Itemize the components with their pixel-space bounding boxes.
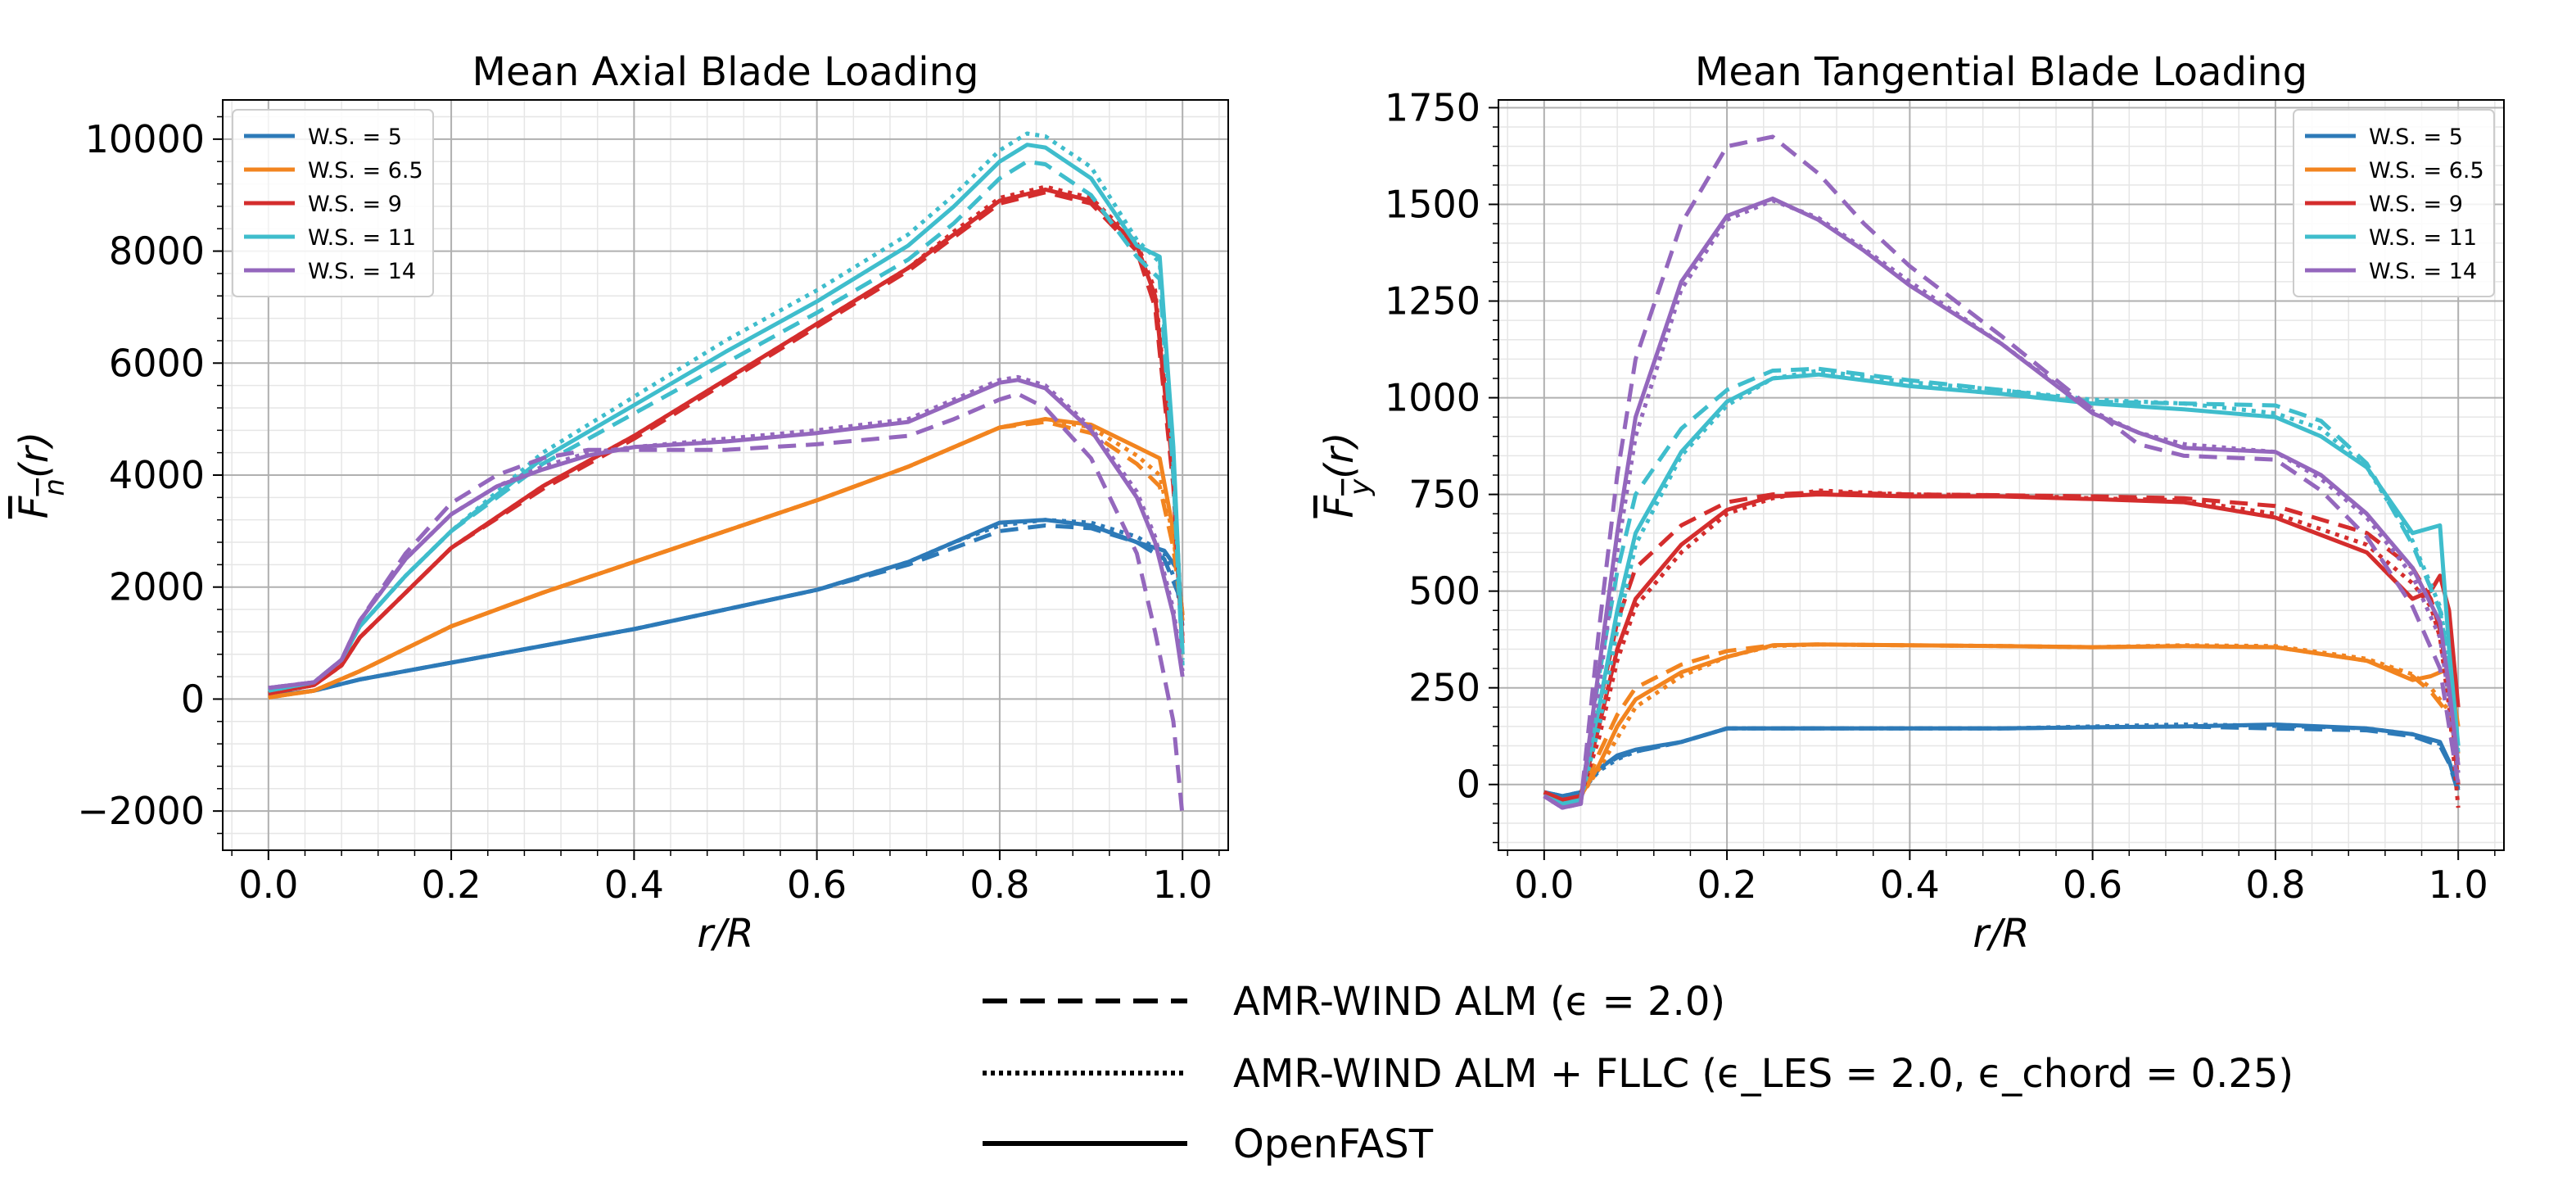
series-line-ws5-dotted [1543, 722, 2461, 799]
series-line-ws5-solid [1543, 722, 2461, 799]
series-line-ws9-dotted [268, 184, 1185, 696]
legend-label: W.S. = 11 [2369, 225, 2477, 251]
legend-label: W.S. = 9 [2369, 192, 2463, 217]
bottom-legend-label: AMR-WIND ALM (ϵ = 2.0) [1233, 979, 1725, 1025]
legend: W.S. = 5 W.S. = 6.5 W.S. = 9 W.S. = 11 W.S. … [232, 109, 434, 297]
series-line-ws6_5-dashed [268, 419, 1185, 700]
legend-label: W.S. = 6.5 [2369, 158, 2484, 183]
x-tick-label: 0.0 [1514, 863, 1574, 907]
y-tick-label: 1500 [1385, 182, 1480, 226]
series-line-ws6_5-dotted [1543, 642, 2461, 803]
series-line-ws14-dashed [268, 392, 1185, 817]
legend-label: W.S. = 6.5 [308, 158, 423, 183]
plot-title: Mean Tangential Blade Loading [1695, 49, 2307, 95]
legend-label: W.S. = 11 [308, 225, 416, 251]
y-tick-label: 2000 [109, 565, 205, 609]
y-tick-label: 10000 [85, 117, 205, 161]
legend-frame [232, 109, 434, 297]
series-line-ws14-solid [1543, 196, 2461, 810]
plot-title: Mean Axial Blade Loading [472, 49, 979, 95]
x-tick-label: 0.2 [1697, 863, 1757, 907]
series-line-ws9-dotted [1543, 488, 2461, 808]
legend-label: W.S. = 14 [308, 259, 416, 284]
series-line-ws14-dotted [1543, 198, 2461, 810]
bottom-legend: AMR-WIND ALM (ϵ = 2.0) AMR-WIND ALM + FLL… [983, 979, 2294, 1167]
x-tick-label: 0.4 [604, 863, 664, 907]
y-tick-label: 500 [1408, 569, 1480, 614]
series-line-ws11-dotted [268, 131, 1185, 693]
series-line-ws5-dotted [268, 518, 1185, 699]
series-line-ws9-dashed [268, 190, 1185, 696]
x-tick-label: 0.8 [2245, 863, 2305, 907]
y-tick-label: 1250 [1385, 279, 1480, 324]
series-line-ws14-solid [268, 378, 1185, 691]
x-tick-label: 0.2 [422, 863, 481, 907]
series-line-ws11-dotted [1543, 369, 2461, 806]
series-line-ws14-dotted [268, 374, 1185, 691]
y-tick-label: 6000 [109, 341, 205, 385]
series-line-ws11-dashed [1543, 366, 2461, 806]
series-line-ws6_5-solid [1543, 642, 2461, 803]
y-axis-label: Fn(r) [11, 432, 71, 519]
y-tick-label: 0 [181, 677, 205, 721]
series-line-ws11-solid [1543, 372, 2461, 806]
chart-axial-loading: 0.0 0.2 0.4 0.6 0.8 1.0 −2000 0 2000 4000 6000 8000… [11, 49, 1229, 957]
y-tick-label: 0 [1457, 763, 1480, 807]
x-axis-label: r/R [697, 911, 753, 957]
y-tick-label: 750 [1408, 473, 1480, 517]
legend-label: W.S. = 5 [2369, 125, 2463, 150]
series-line-ws11-dashed [268, 159, 1185, 693]
y-tick-label: 4000 [109, 453, 205, 497]
legend-label: W.S. = 14 [2369, 259, 2477, 284]
y-tick-label: 8000 [109, 229, 205, 274]
bottom-legend-label: AMR-WIND ALM + FLLC (ϵ_LES = 2.0, ϵ_chor… [1233, 1051, 2294, 1097]
legend: W.S. = 5 W.S. = 6.5 W.S. = 9 W.S. = 11 W.S. … [2293, 109, 2495, 297]
series-line-ws6_5-dashed [1543, 642, 2461, 803]
x-tick-label: 0.6 [2063, 863, 2122, 907]
chart-tangential-loading: 0.0 0.2 0.4 0.6 0.8 1.0 0 250 500 750 1000 1250 1500… [1317, 49, 2505, 957]
y-tick-label: −2000 [77, 789, 205, 833]
legend-label: W.S. = 5 [308, 125, 402, 150]
x-tick-label: 1.0 [1153, 863, 1213, 907]
y-axis-label: Fy(r) [1317, 432, 1376, 519]
y-tick-label: 1750 [1385, 85, 1480, 129]
bottom-legend-label: OpenFAST [1233, 1121, 1434, 1167]
legend-label: W.S. = 9 [308, 192, 402, 217]
x-tick-label: 0.0 [238, 863, 298, 907]
x-tick-label: 0.4 [1880, 863, 1940, 907]
y-tick-label: 250 [1408, 666, 1480, 710]
series-group [268, 131, 1185, 817]
series-line-ws5-dashed [268, 523, 1185, 699]
legend-frame [2293, 109, 2495, 297]
y-tick-label: 1000 [1385, 376, 1480, 420]
series-line-ws5-dashed [1543, 724, 2461, 799]
x-axis-label: r/R [1973, 911, 2029, 957]
x-tick-label: 0.8 [969, 863, 1029, 907]
series-line-ws14-dashed [1543, 134, 2461, 810]
x-tick-label: 0.6 [787, 863, 847, 907]
series-group [1543, 134, 2461, 810]
x-tick-label: 1.0 [2429, 863, 2488, 907]
